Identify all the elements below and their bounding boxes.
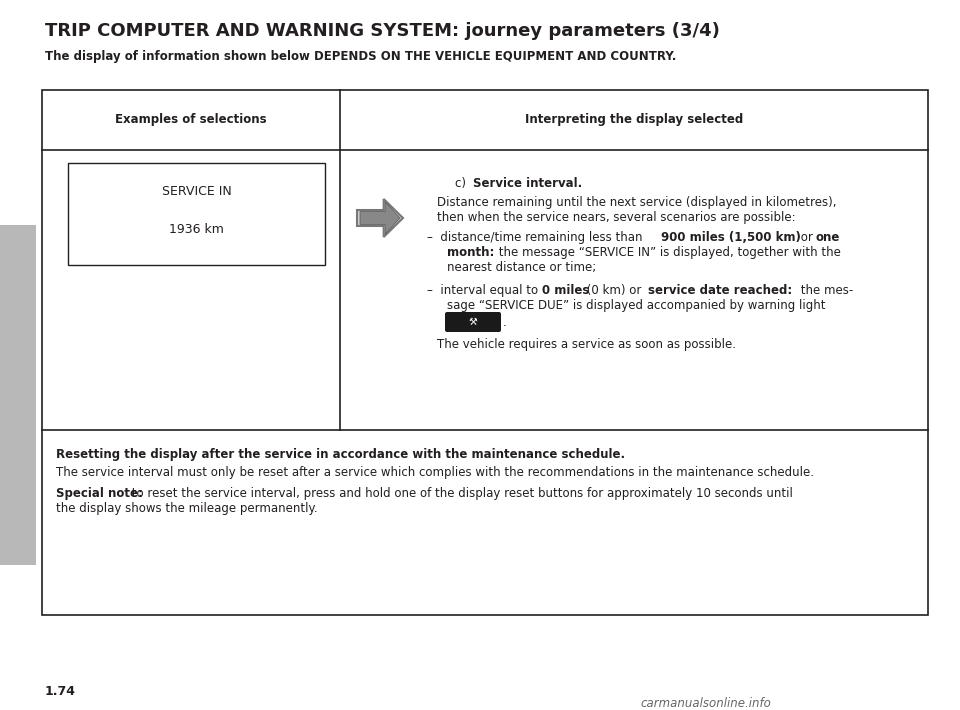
Text: one: one <box>815 231 839 244</box>
Text: Resetting the display after the service in accordance with the maintenance sched: Resetting the display after the service … <box>56 448 625 461</box>
Text: the message “SERVICE IN” is displayed, together with the: the message “SERVICE IN” is displayed, t… <box>495 246 841 259</box>
Text: to reset the service interval, press and hold one of the display reset buttons f: to reset the service interval, press and… <box>128 487 793 500</box>
Text: service date reached:: service date reached: <box>648 284 792 297</box>
Text: 0 miles: 0 miles <box>542 284 589 297</box>
FancyBboxPatch shape <box>445 312 501 332</box>
Text: carmanualsonline.info: carmanualsonline.info <box>640 697 771 710</box>
Text: or: or <box>797 231 817 244</box>
Text: The display of information shown below DEPENDS ON THE VEHICLE EQUIPMENT AND COUN: The display of information shown below D… <box>45 50 677 63</box>
Text: 1.74: 1.74 <box>45 685 76 698</box>
Text: the mes-: the mes- <box>797 284 853 297</box>
Text: month:: month: <box>447 246 494 259</box>
Text: 900 miles (1,500 km): 900 miles (1,500 km) <box>661 231 801 244</box>
Bar <box>42 90 928 615</box>
Text: (0 km) or: (0 km) or <box>583 284 645 297</box>
Text: Service interval.: Service interval. <box>473 177 583 190</box>
Text: .: . <box>503 315 507 329</box>
Text: SERVICE IN: SERVICE IN <box>161 185 231 198</box>
Text: The service interval must only be reset after a service which complies with the : The service interval must only be reset … <box>56 466 814 479</box>
Text: nearest distance or time;: nearest distance or time; <box>447 261 596 274</box>
Polygon shape <box>360 202 400 234</box>
Text: 1936 km: 1936 km <box>169 223 224 236</box>
Text: Interpreting the display selected: Interpreting the display selected <box>525 114 743 126</box>
Text: the display shows the mileage permanently.: the display shows the mileage permanentl… <box>56 502 318 515</box>
Text: Examples of selections: Examples of selections <box>115 114 267 126</box>
Text: TRIP COMPUTER AND WARNING SYSTEM: journey parameters (3/4): TRIP COMPUTER AND WARNING SYSTEM: journe… <box>45 22 720 40</box>
Text: ⚒: ⚒ <box>468 317 477 327</box>
Polygon shape <box>357 199 403 237</box>
Text: –  interval equal to: – interval equal to <box>427 284 541 297</box>
Bar <box>68 163 325 265</box>
Text: Distance remaining until the next service (displayed in kilometres),: Distance remaining until the next servic… <box>437 196 836 209</box>
Bar <box>0 225 36 565</box>
Text: sage “SERVICE DUE” is displayed accompanied by warning light: sage “SERVICE DUE” is displayed accompan… <box>447 299 826 312</box>
Text: c): c) <box>455 177 469 190</box>
Text: The vehicle requires a service as soon as possible.: The vehicle requires a service as soon a… <box>437 338 736 351</box>
Text: –  distance/time remaining less than: – distance/time remaining less than <box>427 231 646 244</box>
Text: then when the service nears, several scenarios are possible:: then when the service nears, several sce… <box>437 211 796 224</box>
Text: Special note:: Special note: <box>56 487 143 500</box>
